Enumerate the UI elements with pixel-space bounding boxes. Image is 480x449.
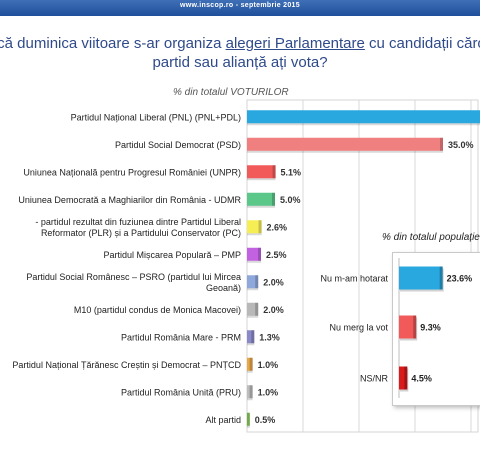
bar bbox=[247, 302, 259, 316]
inset-bar bbox=[399, 366, 408, 390]
inset-category-label: Nu merg la vot bbox=[329, 323, 388, 333]
bar-value-label: 2.6% bbox=[267, 222, 288, 232]
category-label: Uniunea Democrată a Maghiarilor din Româ… bbox=[18, 195, 241, 205]
bar bbox=[247, 247, 261, 261]
inset-subtitle: % din totalul populației bbox=[382, 232, 480, 243]
bar bbox=[247, 357, 253, 371]
bar-value-label: 1.0% bbox=[258, 360, 279, 370]
bar-edge bbox=[255, 302, 259, 316]
bar-value-label: 5.0% bbox=[280, 195, 301, 205]
category-label: M10 (partidul condus de Monica Macovei) bbox=[74, 305, 241, 315]
question-underlined: alegeri Parlamentare bbox=[225, 35, 365, 52]
bar bbox=[247, 192, 275, 206]
bar-edge bbox=[255, 275, 259, 289]
bar-edge bbox=[251, 330, 255, 344]
bar-value-label: 0.5% bbox=[255, 415, 276, 425]
inset-bar-edge bbox=[413, 315, 417, 339]
bar-value-label: 2.0% bbox=[263, 305, 284, 315]
inset-category-label: Nu m-am hotarat bbox=[320, 274, 388, 284]
question-part-2: cu candidații căror bbox=[364, 35, 480, 52]
bar-edge bbox=[258, 247, 261, 261]
bar-value-label: 1.0% bbox=[258, 387, 279, 397]
bar-value-label: 5.1% bbox=[281, 167, 302, 177]
bar-edge bbox=[272, 192, 275, 206]
bar-edge bbox=[246, 412, 250, 426]
question-title: Dacă duminica viitoare s-ar organiza ale… bbox=[0, 34, 480, 74]
inset-bar-edge bbox=[404, 366, 408, 390]
bar bbox=[247, 275, 259, 289]
category-label: Partidul Național Țărănesc Creștin și De… bbox=[12, 360, 241, 370]
bar-value-label: 2.5% bbox=[266, 250, 287, 260]
inset-value-label: 4.5% bbox=[411, 374, 432, 384]
category-label: Uniunea Națională pentru Progresul Român… bbox=[23, 167, 241, 177]
bar-value-label: 1.3% bbox=[259, 332, 280, 342]
question-line-2: partid sau alianță ați vota? bbox=[152, 54, 328, 71]
bar-edge bbox=[258, 220, 262, 234]
category-label: Partidul Mișcarea Populară – PMP bbox=[103, 250, 241, 260]
question-part-1: Dacă duminica viitoare s-ar organiza bbox=[0, 35, 226, 52]
category-label: Alt partid bbox=[205, 415, 241, 425]
category-label: Partidul România Mare - PRM bbox=[121, 332, 241, 342]
bar-edge bbox=[440, 137, 443, 151]
bar bbox=[247, 137, 443, 151]
bar bbox=[247, 412, 250, 426]
inset-bar bbox=[399, 266, 443, 290]
source-header-bar: www.inscop.ro - septembrie 2015 bbox=[0, 0, 480, 16]
category-label: Partidul Național Liberal (PNL) (PNL+PDL… bbox=[71, 112, 241, 122]
bar-value-label: 35.0% bbox=[448, 140, 474, 150]
category-label: - partidul rezultat din fuziunea dintre … bbox=[35, 217, 241, 227]
category-label: Reformator (PLR) și a Partidului Conserv… bbox=[41, 228, 241, 238]
chart-subtitle: % din totalul VOTURILOR bbox=[173, 87, 289, 98]
category-label: Partidul Social Democrat (PSD) bbox=[115, 140, 241, 150]
bar bbox=[247, 385, 253, 399]
inset-value-label: 23.6% bbox=[447, 274, 473, 284]
bar-edge bbox=[249, 385, 253, 399]
inset-bar bbox=[399, 315, 417, 339]
bar bbox=[247, 165, 276, 179]
category-label: Partidul Social Românesc – PSRO (partidu… bbox=[26, 272, 241, 282]
bar-value-label: 2.0% bbox=[263, 277, 284, 287]
bar-edge bbox=[249, 357, 253, 371]
category-label: Partidul România Unită (PRU) bbox=[121, 387, 241, 397]
bar bbox=[247, 330, 255, 344]
inset-value-label: 9.3% bbox=[420, 323, 441, 333]
category-label: Geoană) bbox=[206, 283, 241, 293]
bar bbox=[247, 220, 262, 234]
source-line: www.inscop.ro - septembrie 2015 bbox=[180, 2, 300, 9]
bar bbox=[247, 110, 480, 124]
bar-edge bbox=[272, 165, 276, 179]
question-line-1: Dacă duminica viitoare s-ar organiza ale… bbox=[0, 34, 480, 53]
inset-bar-edge bbox=[439, 266, 443, 290]
inset-category-label: NS/NR bbox=[360, 374, 389, 384]
